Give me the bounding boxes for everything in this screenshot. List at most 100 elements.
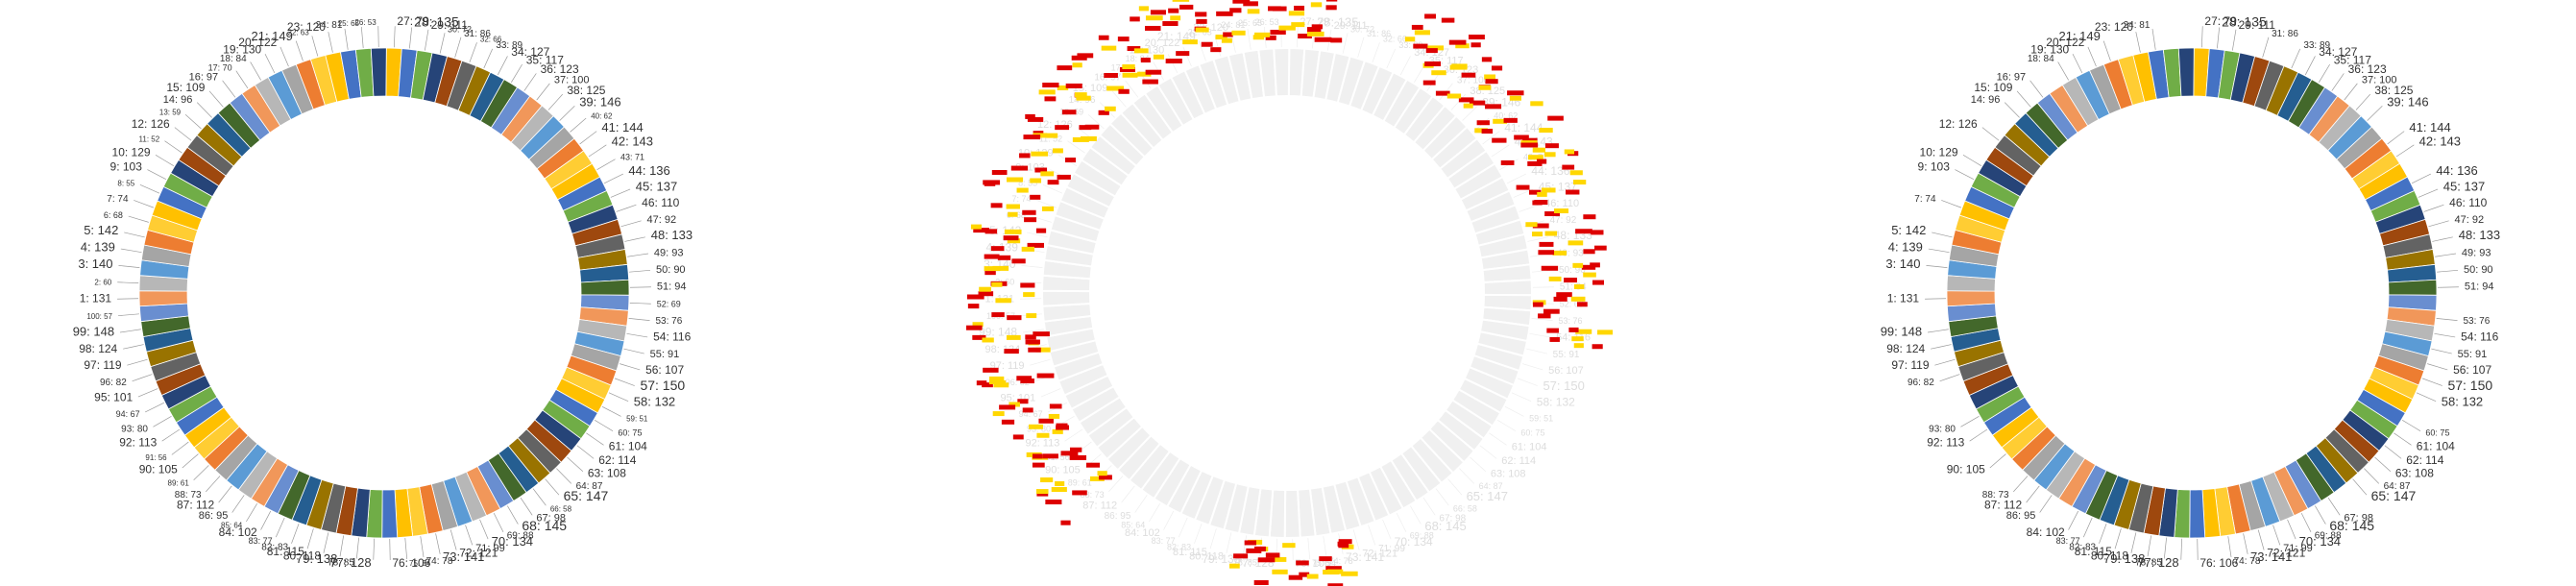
slice-label-29: 29: 111 xyxy=(2239,18,2276,32)
glyph-mark xyxy=(1004,349,1019,354)
leader-line-65 xyxy=(545,478,560,496)
leader-line-16 xyxy=(1125,80,1139,98)
slice-label-79: 79: 138 xyxy=(296,551,337,566)
glyph-mark xyxy=(1327,583,1344,586)
leader-line-53 xyxy=(1531,318,1553,322)
leader-line-37 xyxy=(536,83,550,101)
glyph-mark xyxy=(1539,241,1554,247)
slice-label-22: 22: 63 xyxy=(288,29,310,37)
leader-line-45 xyxy=(2418,188,2439,198)
leader-line-41 xyxy=(579,131,597,145)
glyph-mark xyxy=(1491,65,1503,71)
glyph-mark xyxy=(1069,454,1087,460)
donut-slice-1 xyxy=(1041,289,1092,307)
leader-line-80 xyxy=(1226,532,1232,553)
glyph-mark xyxy=(1492,137,1507,143)
glyph-mark xyxy=(1532,232,1543,237)
slice-label-28: 28: 135 xyxy=(414,14,459,30)
glyph-mark xyxy=(1033,331,1050,337)
leader-line-31 xyxy=(454,37,462,58)
slice-label-88: 88: 73 xyxy=(175,490,202,501)
leader-line-31 xyxy=(1357,37,1365,58)
leader-line-52 xyxy=(629,302,651,305)
leader-line-21 xyxy=(295,40,304,61)
leader-line-59 xyxy=(601,405,621,417)
leader-line-73 xyxy=(2243,533,2248,554)
slice-label-61: 61: 104 xyxy=(2417,440,2455,453)
leader-line-3 xyxy=(1926,264,1948,268)
glyph-mark xyxy=(1493,118,1508,124)
slice-label-30: 30: 72 xyxy=(1350,24,1374,34)
slice-label-73: 73: 141 xyxy=(443,549,484,564)
glyph-mark xyxy=(1532,200,1543,206)
slice-label-82: 82: 83 xyxy=(1167,542,1191,551)
slice-label-8: 8: 55 xyxy=(1018,179,1037,188)
leader-line-6 xyxy=(1031,215,1052,223)
leader-line-4 xyxy=(120,248,142,254)
slice-label-24: 24: 81 xyxy=(2124,20,2151,31)
leader-line-56 xyxy=(2427,363,2448,371)
glyph-mark xyxy=(1549,336,1560,342)
leader-line-72 xyxy=(450,529,457,550)
leader-line-6 xyxy=(128,215,149,223)
glyph-mark xyxy=(1571,336,1584,342)
glyph-mark xyxy=(1554,208,1569,214)
leader-line-69 xyxy=(2300,512,2312,532)
glyph-mark xyxy=(1105,106,1116,111)
slice-label-76: 76: 106 xyxy=(2199,556,2238,570)
glyph-mark xyxy=(1233,553,1249,559)
glyph-mark xyxy=(1597,330,1614,335)
glyph-mark xyxy=(1451,63,1468,69)
slice-label-49: 49: 93 xyxy=(654,247,684,258)
glyph-mark xyxy=(1583,249,1595,255)
leader-line-9 xyxy=(147,169,167,181)
slice-label-26: 26: 53 xyxy=(354,18,377,27)
glyph-mark xyxy=(1446,93,1462,99)
slice-label-44: 44: 136 xyxy=(628,163,669,178)
leader-line-87 xyxy=(1121,485,1135,503)
slice-label-18: 18: 84 xyxy=(2028,54,2054,64)
glyph-mark xyxy=(976,380,987,386)
glyph-mark xyxy=(1254,32,1271,37)
glyph-mark xyxy=(1414,30,1430,36)
glyph-mark xyxy=(1060,451,1079,456)
glyph-mark xyxy=(1019,153,1031,159)
leader-line-49 xyxy=(2435,253,2457,257)
glyph-mark xyxy=(1538,313,1551,319)
glyph-mark xyxy=(1325,0,1338,2)
slice-label-85: 85: 64 xyxy=(1121,520,1145,529)
slice-label-16: 16: 97 xyxy=(1997,72,2027,84)
slice-label-41: 41: 144 xyxy=(2409,120,2450,134)
glyph-mark xyxy=(992,411,1005,417)
leader-line-42 xyxy=(1491,144,1510,158)
glyph-mark xyxy=(1527,160,1543,166)
leader-line-85 xyxy=(1149,502,1161,523)
slice-label-78: 78: 85 xyxy=(328,557,354,568)
glyph-mark xyxy=(1119,66,1135,72)
glyph-mark xyxy=(1288,574,1303,580)
glyph-mark xyxy=(1011,258,1026,264)
glyph-mark xyxy=(1028,347,1041,353)
leader-line-61 xyxy=(2394,432,2412,446)
glyph-mark xyxy=(1098,35,1109,40)
slice-label-56: 56: 107 xyxy=(645,363,684,377)
glyph-mark xyxy=(1052,428,1063,434)
leader-line-99 xyxy=(1927,329,1949,333)
glyph-mark xyxy=(1035,228,1047,233)
leader-line-80 xyxy=(2130,532,2137,553)
glyph-mark xyxy=(1570,296,1586,302)
slice-label-44: 44: 136 xyxy=(2436,163,2477,178)
slice-label-35: 35: 117 xyxy=(526,54,564,67)
slice-label-98: 98: 124 xyxy=(1886,342,1925,355)
slice-label-18: 18: 84 xyxy=(220,54,247,64)
glyph-mark xyxy=(1041,206,1055,211)
glyph-mark xyxy=(972,322,984,328)
leader-line-62 xyxy=(2384,445,2402,459)
glyph-mark xyxy=(1573,283,1585,289)
slice-label-73: 73: 141 xyxy=(2250,549,2292,564)
slice-label-5: 5: 142 xyxy=(1891,223,1926,237)
slice-label-46: 46: 110 xyxy=(1544,198,1579,209)
slice-label-1: 1: 131 xyxy=(80,291,112,305)
slice-label-9: 9: 103 xyxy=(110,160,143,174)
